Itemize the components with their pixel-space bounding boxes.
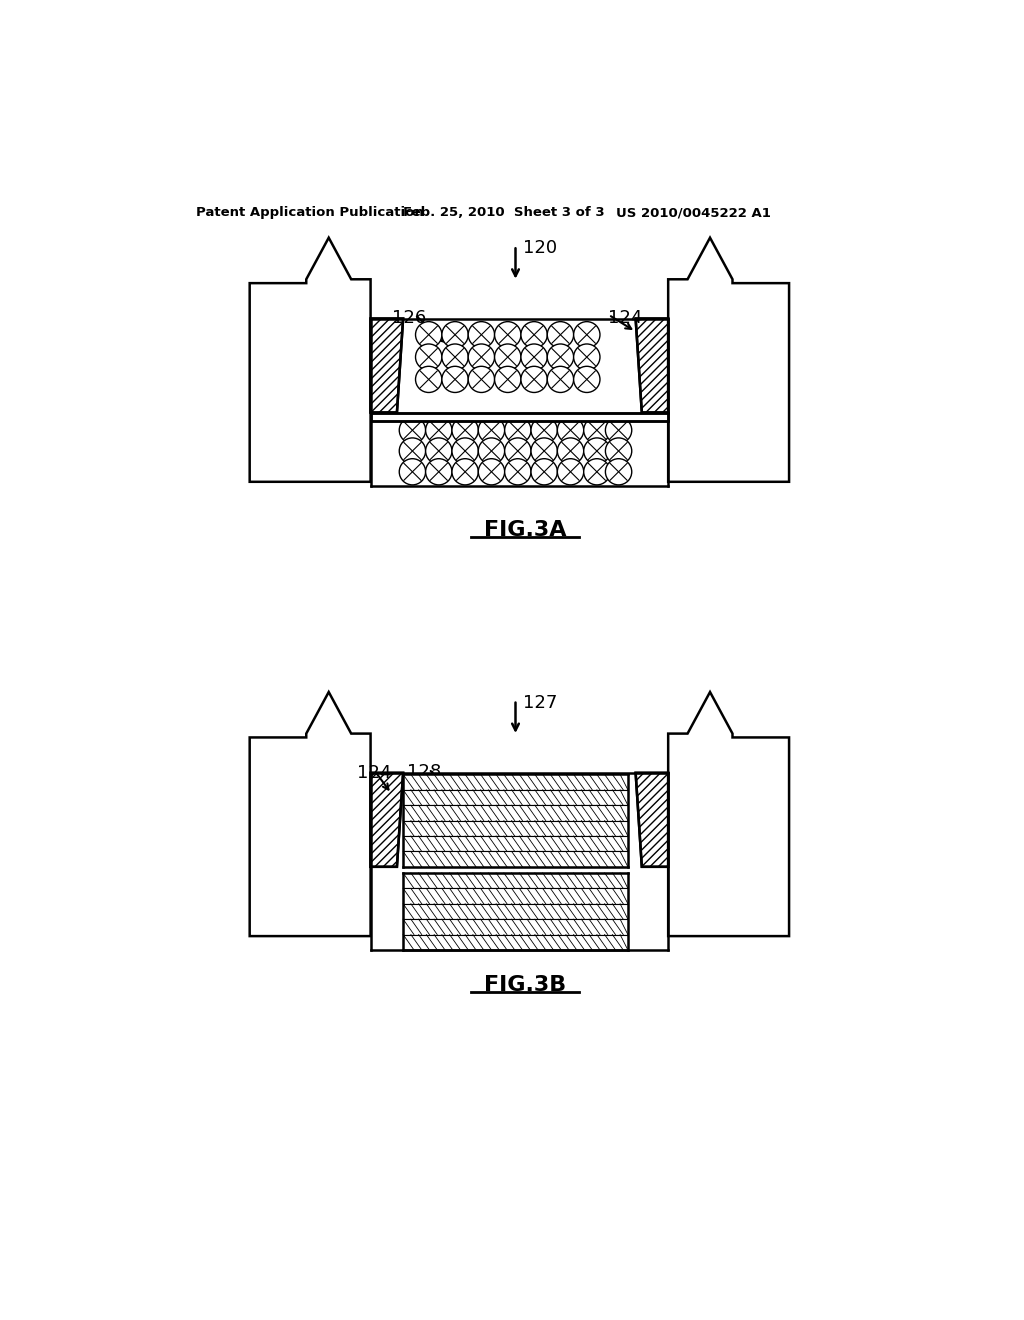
Bar	[403, 851, 628, 867]
Bar	[397, 318, 642, 412]
Bar	[403, 789, 628, 805]
Text: 124: 124	[608, 309, 643, 326]
Polygon shape	[250, 692, 371, 936]
Bar	[403, 821, 628, 836]
Circle shape	[557, 438, 584, 465]
Circle shape	[442, 322, 468, 348]
Circle shape	[557, 459, 584, 484]
Circle shape	[521, 367, 547, 392]
Circle shape	[468, 367, 495, 392]
Circle shape	[495, 367, 521, 392]
Circle shape	[505, 417, 531, 444]
Circle shape	[573, 345, 600, 370]
Circle shape	[416, 345, 442, 370]
Circle shape	[426, 438, 452, 465]
Bar	[403, 836, 628, 851]
Circle shape	[426, 459, 452, 484]
Circle shape	[416, 367, 442, 392]
Circle shape	[573, 367, 600, 392]
Circle shape	[531, 459, 557, 484]
Circle shape	[468, 345, 495, 370]
Bar	[371, 413, 669, 421]
Circle shape	[452, 438, 478, 465]
Text: Feb. 25, 2010  Sheet 3 of 3: Feb. 25, 2010 Sheet 3 of 3	[403, 206, 605, 219]
Circle shape	[452, 459, 478, 484]
Circle shape	[426, 417, 452, 444]
Bar	[403, 888, 628, 904]
Polygon shape	[371, 318, 403, 412]
Polygon shape	[669, 238, 790, 482]
Circle shape	[584, 438, 610, 465]
Circle shape	[505, 438, 531, 465]
Circle shape	[521, 345, 547, 370]
Circle shape	[605, 438, 632, 465]
Circle shape	[531, 417, 557, 444]
Circle shape	[547, 367, 573, 392]
Circle shape	[605, 417, 632, 444]
Text: US 2010/0045222 A1: US 2010/0045222 A1	[616, 206, 771, 219]
Circle shape	[573, 322, 600, 348]
Text: 126: 126	[391, 309, 426, 326]
Text: 128: 128	[407, 763, 441, 781]
Bar	[403, 775, 628, 789]
Text: 120: 120	[523, 239, 557, 257]
Text: 127: 127	[523, 693, 558, 711]
Circle shape	[442, 367, 468, 392]
Circle shape	[521, 322, 547, 348]
Bar	[403, 805, 628, 821]
Text: 124: 124	[356, 764, 391, 783]
Bar	[403, 904, 628, 919]
Circle shape	[399, 459, 426, 484]
Circle shape	[495, 345, 521, 370]
Circle shape	[416, 322, 442, 348]
Circle shape	[478, 459, 505, 484]
Circle shape	[399, 438, 426, 465]
Circle shape	[547, 322, 573, 348]
Polygon shape	[371, 774, 403, 867]
Polygon shape	[636, 318, 669, 412]
Circle shape	[442, 345, 468, 370]
Circle shape	[399, 417, 426, 444]
Bar	[403, 873, 628, 888]
Bar	[403, 919, 628, 935]
Circle shape	[495, 322, 521, 348]
Circle shape	[478, 417, 505, 444]
Polygon shape	[250, 238, 371, 482]
Polygon shape	[636, 774, 669, 867]
Text: FIG.3B: FIG.3B	[483, 974, 566, 994]
Circle shape	[584, 459, 610, 484]
Circle shape	[531, 438, 557, 465]
Text: FIG.3A: FIG.3A	[483, 520, 566, 540]
Circle shape	[452, 417, 478, 444]
Circle shape	[468, 322, 495, 348]
Circle shape	[478, 438, 505, 465]
Polygon shape	[669, 692, 790, 936]
Circle shape	[505, 459, 531, 484]
Bar	[403, 935, 628, 950]
Circle shape	[547, 345, 573, 370]
Circle shape	[584, 417, 610, 444]
Text: Patent Application Publication: Patent Application Publication	[197, 206, 424, 219]
Circle shape	[605, 459, 632, 484]
Circle shape	[557, 417, 584, 444]
